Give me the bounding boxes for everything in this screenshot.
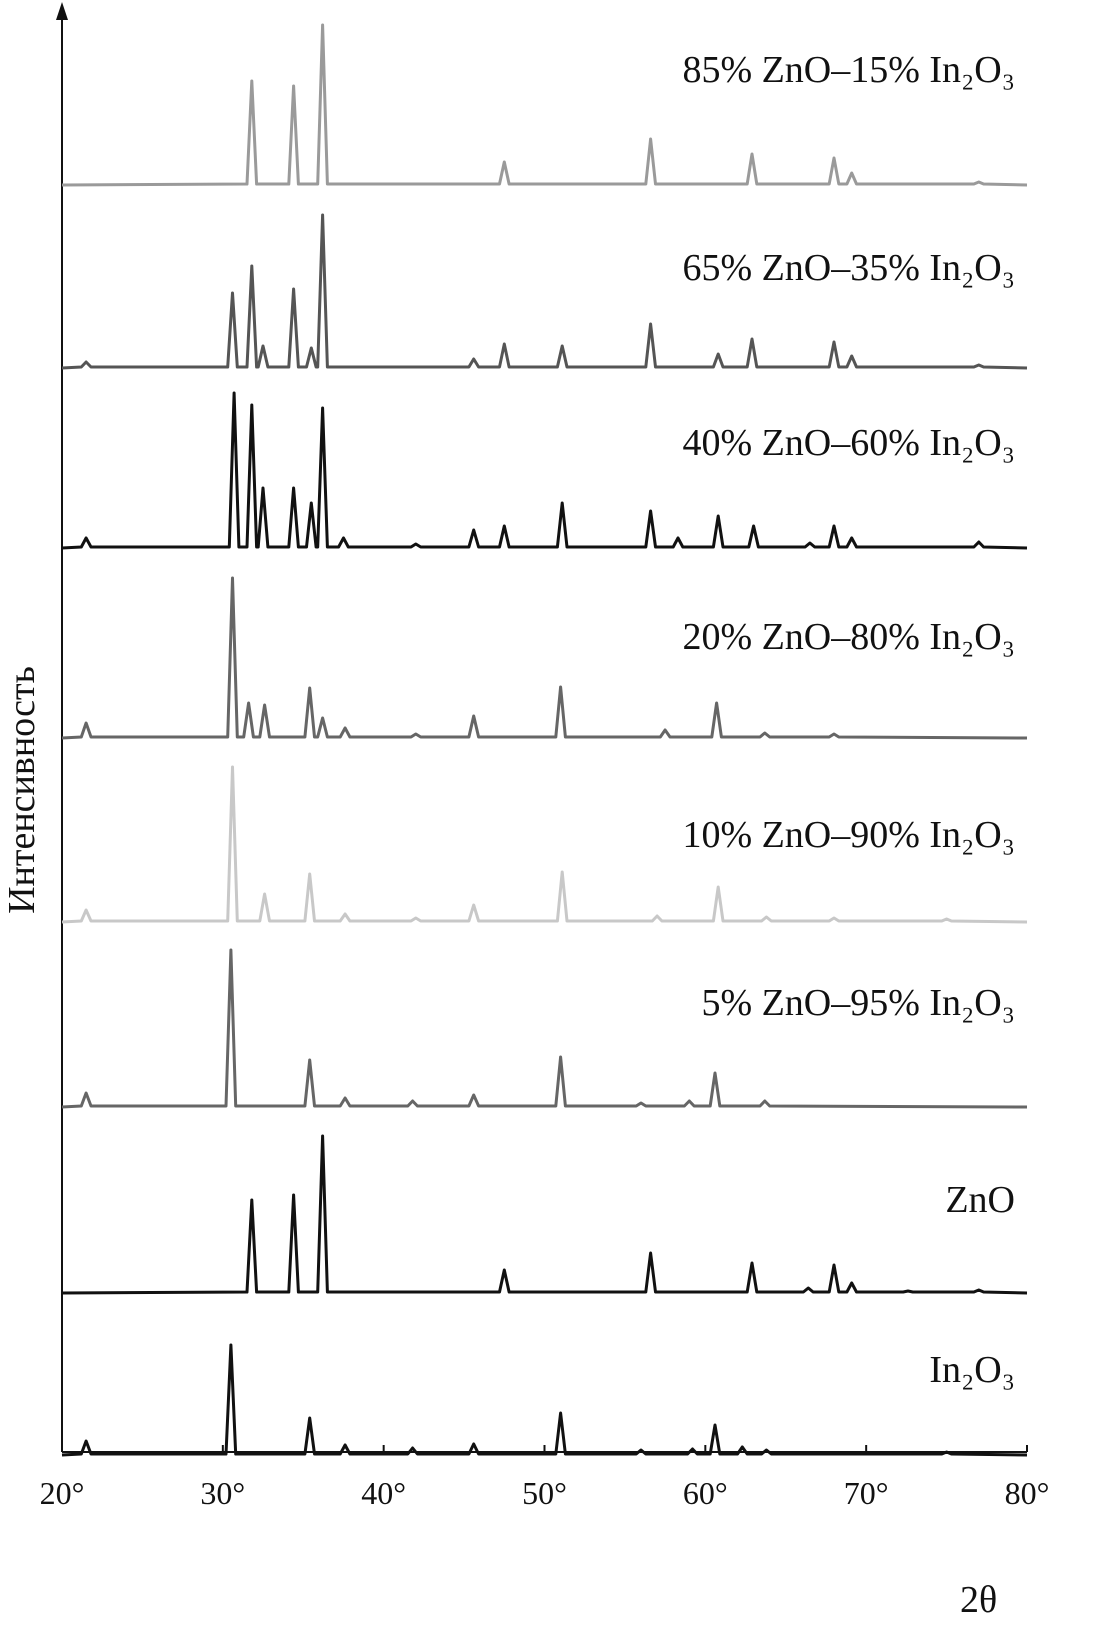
x-tick-label: 30° xyxy=(200,1475,245,1511)
x-tick-label: 20° xyxy=(40,1475,85,1511)
series-label: 10% ZnO–90% In₂O₃ xyxy=(682,814,1015,856)
xrd-trace xyxy=(61,213,1028,370)
xrd-trace xyxy=(61,391,1028,550)
series-label: 85% ZnO–15% In₂O₃ xyxy=(682,49,1015,91)
x-tick-label: 60° xyxy=(683,1475,728,1511)
series-label: 40% ZnO–60% In₂O₃ xyxy=(682,422,1015,464)
x-tick-label: 80° xyxy=(1005,1475,1050,1511)
y-axis-label: Интенсивность xyxy=(1,666,43,914)
y-axis-arrow xyxy=(56,2,68,20)
xrd-trace xyxy=(61,948,1028,1109)
xrd-trace xyxy=(61,1134,1028,1295)
series-label: 65% ZnO–35% In₂O₃ xyxy=(682,247,1015,289)
x-tick-label: 40° xyxy=(361,1475,406,1511)
xrd-trace xyxy=(61,576,1028,740)
xrd-trace xyxy=(61,1343,1028,1457)
x-axis-label: 2θ xyxy=(960,1579,997,1621)
xrd-trace xyxy=(61,23,1028,187)
series-label: 5% ZnO–95% In₂O₃ xyxy=(701,982,1015,1024)
series-label: In₂O₃ xyxy=(929,1349,1015,1391)
series-label: 20% ZnO–80% In₂O₃ xyxy=(682,616,1015,658)
series-label: ZnO xyxy=(945,1179,1015,1221)
x-tick-label: 50° xyxy=(522,1475,567,1511)
x-tick-label: 70° xyxy=(844,1475,889,1511)
xrd-trace xyxy=(61,765,1028,924)
